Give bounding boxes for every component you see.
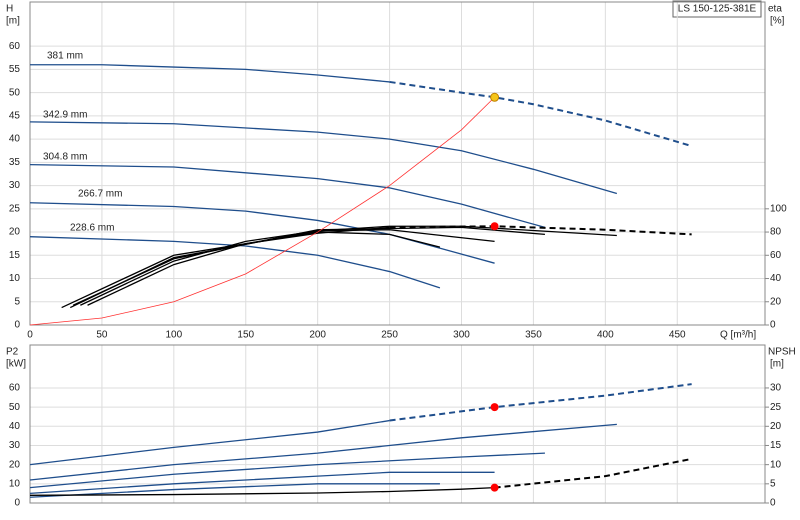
y-tick-label: 10 xyxy=(9,273,21,284)
y-tick-label: 20 xyxy=(9,459,21,470)
y2-axis-label: NPSH xyxy=(768,347,796,358)
curve xyxy=(29,423,617,481)
curve-label: 342.9 mm xyxy=(43,110,87,121)
duty-point xyxy=(490,403,499,412)
y2-tick-label: 60 xyxy=(770,250,782,261)
y2-axis-unit: [%] xyxy=(770,16,785,27)
duty-point xyxy=(490,92,500,102)
y-tick-label: 30 xyxy=(9,180,21,191)
y2-tick-label: 5 xyxy=(770,478,776,489)
y2-tick-label: 100 xyxy=(770,203,787,214)
x-tick-label: 400 xyxy=(597,330,614,341)
curve xyxy=(29,487,495,496)
curve-label: 381 mm xyxy=(47,50,83,61)
curve xyxy=(29,419,390,466)
x-tick-label: 0 xyxy=(27,330,33,341)
curve xyxy=(29,471,495,495)
y2-tick-label: 10 xyxy=(770,459,782,470)
curve xyxy=(80,225,617,306)
y-tick-label: 60 xyxy=(9,383,21,394)
x-tick-label: 450 xyxy=(669,330,686,341)
y2-tick-label: 20 xyxy=(770,421,782,432)
duty-point xyxy=(490,222,499,231)
curve-label: 304.8 mm xyxy=(43,151,87,162)
x-tick-label: 150 xyxy=(237,330,254,341)
x-tick-label: 100 xyxy=(165,330,182,341)
y-tick-label: 40 xyxy=(9,421,21,432)
x-tick-label: 250 xyxy=(381,330,398,341)
curve xyxy=(30,64,390,83)
y-tick-label: 30 xyxy=(9,440,21,451)
curve xyxy=(29,96,495,326)
y-axis-label: P2 xyxy=(6,347,19,358)
y-tick-label: 55 xyxy=(9,64,21,75)
plot-frame xyxy=(29,1,766,326)
y-tick-label: 60 xyxy=(9,41,21,52)
y-tick-label: 5 xyxy=(14,296,20,307)
y2-tick-label: 25 xyxy=(770,402,782,413)
y2-axis-unit: [m] xyxy=(770,359,784,370)
y-axis-label: H xyxy=(6,4,13,15)
y-tick-label: 20 xyxy=(9,227,21,238)
y2-axis-label: eta xyxy=(768,4,782,15)
y-tick-label: 50 xyxy=(9,402,21,413)
y-axis-unit: [m] xyxy=(6,16,20,27)
curve xyxy=(29,452,545,489)
y2-tick-label: 0 xyxy=(770,320,776,331)
curve xyxy=(87,226,390,306)
curve xyxy=(494,457,692,489)
title-box xyxy=(672,0,762,18)
curve xyxy=(389,80,692,148)
x-axis-label: Q [m³/h] xyxy=(720,330,756,341)
y-tick-label: 40 xyxy=(9,134,21,145)
x-tick-label: 50 xyxy=(96,330,108,341)
curve xyxy=(29,164,546,229)
y-tick-label: 45 xyxy=(9,111,21,122)
y-tick-label: 25 xyxy=(9,203,21,214)
x-tick-label: 200 xyxy=(309,330,326,341)
y2-tick-label: 15 xyxy=(770,440,782,451)
y-tick-label: 15 xyxy=(9,250,21,261)
y-tick-label: 10 xyxy=(9,478,21,489)
y2-tick-label: 40 xyxy=(770,273,782,284)
curve-label: 228.6 mm xyxy=(70,222,114,233)
y2-tick-label: 30 xyxy=(770,383,782,394)
x-tick-label: 350 xyxy=(525,330,542,341)
y-tick-label: 0 xyxy=(14,498,20,509)
curve xyxy=(29,236,441,289)
y2-tick-label: 80 xyxy=(770,227,782,238)
y-tick-label: 0 xyxy=(14,320,20,331)
y2-tick-label: 20 xyxy=(770,296,782,307)
curve xyxy=(69,229,495,309)
curve xyxy=(389,383,692,422)
y2-tick-label: 0 xyxy=(770,498,776,509)
plot-frame xyxy=(29,344,766,504)
x-tick-label: 300 xyxy=(453,330,470,341)
curve xyxy=(29,121,618,195)
y-tick-label: 50 xyxy=(9,87,21,98)
chart-title: LS 150-125-381E xyxy=(678,4,757,15)
curve xyxy=(29,483,440,498)
y-tick-label: 35 xyxy=(9,157,21,168)
curve-label: 266.7 mm xyxy=(78,188,122,199)
y-axis-unit: [kW] xyxy=(6,359,26,370)
duty-point xyxy=(490,483,499,492)
